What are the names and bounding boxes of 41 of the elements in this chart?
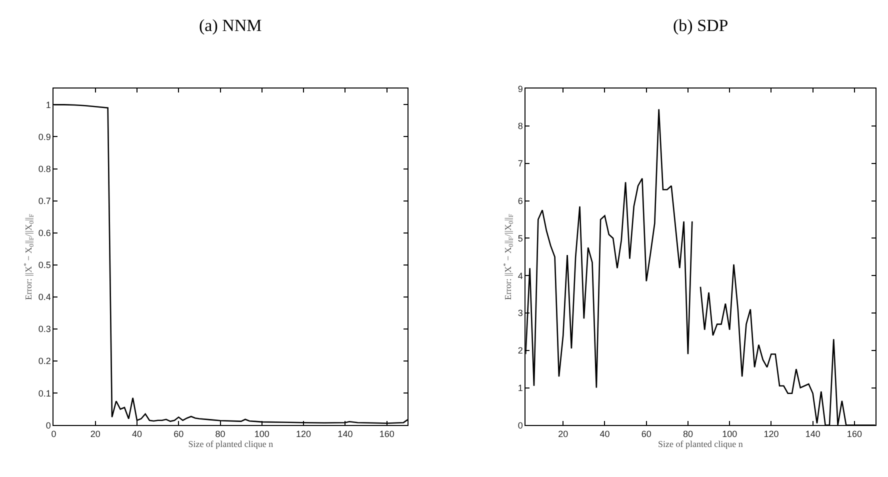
chart-title: (a) NNM [199, 16, 262, 35]
y-tick-label: 0.5 [38, 260, 51, 270]
y-tick-label: 0.2 [38, 356, 51, 366]
y-tick-label: 0.6 [38, 228, 51, 238]
y-tick-label: 0.7 [38, 196, 51, 206]
x-tick-label: 20 [90, 428, 100, 439]
y-tick-label: 2 [518, 346, 523, 356]
x-tick-label: 20 [558, 428, 568, 439]
x-tick-label: 160 [846, 428, 862, 439]
x-tick-label: 60 [174, 428, 184, 439]
y-tick-label: 9 [518, 84, 523, 94]
x-tick-label: 80 [215, 428, 226, 439]
x-tick-label: 40 [600, 428, 610, 439]
y-tick-label: 0 [46, 420, 51, 430]
y-tick-label: 0.1 [38, 388, 51, 398]
x-tick-label: 140 [338, 428, 353, 439]
x-tick-label: 100 [722, 428, 738, 439]
x-axis-title: Size of planted clique n [658, 438, 744, 449]
y-tick-label: 7 [518, 158, 523, 169]
y-tick-label: 0 [518, 420, 523, 430]
y-tick-label: 0.3 [38, 324, 51, 334]
y-tick-label: 0.9 [38, 132, 51, 142]
y-tick-label: 6 [518, 196, 523, 206]
x-tick-label: 140 [805, 428, 820, 439]
chart-title: (b) SDP [673, 16, 728, 35]
x-tick-label: 100 [254, 428, 270, 439]
x-tick-label: 40 [132, 428, 142, 439]
y-tick-label: 4 [518, 270, 523, 281]
x-tick-label: 160 [379, 428, 394, 439]
y-tick-label: 3 [518, 308, 523, 318]
y-tick-label: 1 [46, 100, 51, 110]
x-tick-label: 80 [682, 428, 693, 439]
x-tick-label: 120 [764, 428, 779, 439]
y-tick-label: 0.8 [38, 164, 51, 174]
y-tick-label: 1 [518, 382, 523, 393]
x-tick-label: 60 [641, 428, 652, 439]
x-axis-title: Size of planted clique n [188, 438, 274, 449]
y-tick-label: 0.4 [38, 292, 51, 302]
y-tick-label: 8 [518, 121, 523, 132]
y-tick-label: 5 [518, 233, 523, 244]
x-tick-label: 120 [296, 428, 312, 439]
